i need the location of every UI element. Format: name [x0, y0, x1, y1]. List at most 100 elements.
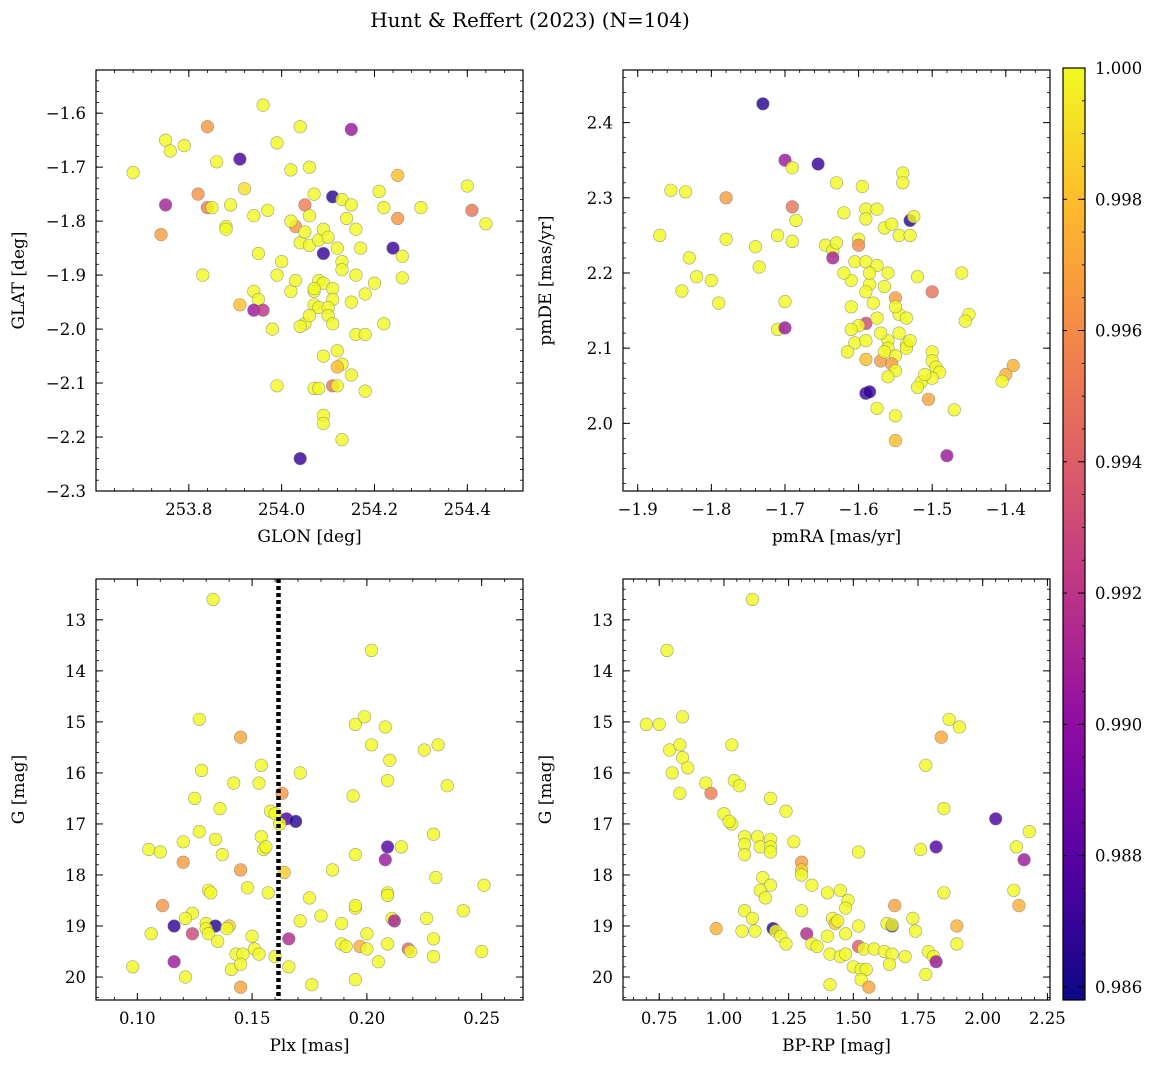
x-tick-label: 0.75: [641, 1009, 678, 1028]
scatter-point: [256, 303, 270, 317]
scatter-point: [360, 927, 374, 941]
scatter-point: [838, 901, 853, 915]
colorbar-tick-label: 0.992: [1095, 584, 1142, 603]
y-axis-label: GLAT [deg]: [9, 231, 29, 329]
scatter-point: [837, 206, 851, 220]
y-axis-label: pmDE [mas/yr]: [536, 215, 556, 345]
scatter-point: [995, 374, 1009, 388]
scatter-point: [921, 392, 936, 406]
scatter-point: [348, 717, 363, 732]
scatter-point: [748, 924, 762, 938]
scatter-point: [653, 228, 667, 242]
y-tick-label: 20: [65, 968, 86, 987]
panel-cmd: 0.75 1.00 1.25 1.50 1.75 2.00 2.25 13 14 15 16 17 18…: [536, 578, 1066, 1056]
scatter-point: [354, 241, 368, 255]
scatter-point: [919, 967, 933, 982]
scatter-point: [144, 927, 158, 941]
scatter-point: [934, 730, 948, 744]
scatter-point: [919, 758, 933, 772]
scatter-point: [763, 791, 778, 806]
x-tick-label: 253.8: [165, 500, 212, 519]
scatter-point: [820, 929, 835, 943]
scatter-point: [737, 847, 752, 862]
scatter-point: [704, 273, 718, 288]
scatter-point: [177, 139, 191, 153]
scatter-point: [307, 187, 321, 201]
scatter-point: [377, 201, 391, 215]
scatter-point: [664, 183, 678, 197]
x-tick-label: 0.10: [119, 1009, 156, 1028]
colorbar-tick-label: 0.998: [1095, 190, 1142, 209]
x-tick-label: 0.25: [463, 1009, 500, 1028]
scatter-point: [955, 266, 969, 280]
scatter-point: [888, 409, 903, 423]
scatter-point: [302, 309, 317, 323]
scatter-point: [340, 211, 354, 225]
scatter-point: [346, 789, 360, 803]
x-tick-label: 254.2: [351, 500, 398, 519]
axes-frame: [95, 578, 524, 1001]
scatter-point: [251, 246, 265, 261]
scatter-point: [877, 279, 892, 294]
x-tick-label: 1.25: [770, 1009, 807, 1028]
scatter-point: [381, 888, 395, 903]
scatter-point: [159, 198, 173, 212]
scatter-point: [752, 260, 766, 274]
scatter-point: [211, 934, 225, 948]
scatter-point: [851, 845, 866, 859]
scatter-point: [167, 919, 181, 933]
scatter-point: [426, 932, 441, 946]
scatter-point: [758, 891, 772, 905]
y-tick-label: −2.1: [46, 374, 86, 393]
scatter-point: [859, 352, 873, 367]
scatter-point: [906, 911, 920, 926]
scatter-point: [1012, 898, 1026, 913]
scatter-point: [673, 786, 687, 800]
scatter-point: [910, 380, 925, 394]
y-tick-label: 17: [65, 815, 86, 834]
scatter-point: [348, 972, 363, 987]
x-tick-label: 2.00: [964, 1009, 1001, 1028]
scatter-point: [881, 266, 895, 280]
y-tick-label: 2.3: [587, 189, 613, 208]
scatter-point: [833, 883, 848, 897]
x-tick-label: 1.00: [706, 1009, 743, 1028]
scatter-point: [838, 947, 853, 961]
scatter-point: [234, 730, 248, 744]
scatter-point: [689, 270, 704, 284]
scatter-point: [719, 191, 733, 205]
colorbar-gradient: [1063, 68, 1085, 1000]
scatter-point: [185, 927, 199, 941]
scatter-point: [778, 321, 792, 335]
scatter-point: [779, 937, 793, 951]
scatter-point: [367, 276, 382, 290]
scatter-point: [252, 947, 266, 961]
scatter-point: [877, 345, 892, 359]
scatter-point: [844, 322, 858, 337]
scatter-point: [929, 955, 943, 969]
y-tick-label: 15: [592, 713, 613, 732]
scatter-point: [335, 433, 349, 447]
scatter-point: [429, 870, 443, 885]
scatter-point: [675, 284, 689, 298]
scatter-point: [779, 804, 793, 818]
scatter-point: [785, 161, 799, 175]
scatter-point: [192, 824, 206, 839]
scatter-point: [851, 238, 866, 252]
scatter-point: [344, 198, 358, 212]
colorbar-tick-label: 0.996: [1095, 322, 1142, 341]
scatter-point: [270, 136, 284, 150]
scatter-point: [866, 296, 880, 310]
y-tick-label: 19: [592, 917, 613, 936]
y-tick-label: 14: [592, 662, 613, 681]
scatter-point: [224, 198, 238, 212]
scatter-point: [929, 840, 943, 854]
scatter-point: [302, 160, 317, 174]
scatter-point: [349, 268, 363, 282]
scatter-point: [282, 932, 296, 946]
scatter-point: [785, 200, 799, 214]
scatter-point: [275, 255, 289, 269]
scatter-point: [293, 452, 307, 466]
scatter-point: [188, 791, 202, 806]
panels: 253.8 254.0 254.2 254.4 −2.3 −2.2 −2.1 −2.0 −1.9…: [9, 69, 1066, 1056]
